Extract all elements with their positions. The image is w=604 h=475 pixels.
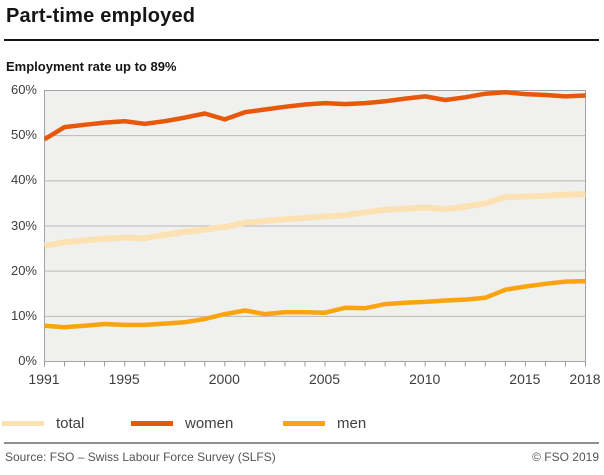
footer-divider (4, 442, 599, 444)
copyright-text: © FSO 2019 (532, 450, 599, 464)
line-men (44, 278, 586, 330)
y-tick-label-60: 60% (10, 82, 37, 97)
y-tick-label-0: 0% (18, 353, 37, 368)
x-tick-label-1995: 1995 (108, 371, 140, 387)
y-tick-label-20: 20% (10, 262, 37, 278)
legend-label-total: total (56, 414, 85, 432)
y-tick-label-40: 40% (10, 172, 37, 188)
chart-svg (44, 90, 586, 367)
legend-swatch-women (131, 420, 173, 426)
x-tick-label-2015: 2015 (509, 371, 541, 387)
chart-subtitle: Employment rate up to 89% (6, 59, 177, 74)
legend-swatch-men (283, 420, 325, 426)
x-tick-label-2018: 2018 (569, 371, 601, 387)
title-divider (4, 39, 599, 41)
x-tick-label-2010: 2010 (409, 371, 441, 387)
chart-legend: total women men (0, 410, 604, 438)
line-total (44, 190, 586, 249)
legend-item-men: men (283, 410, 366, 436)
source-text: Source: FSO – Swiss Labour Force Survey … (5, 450, 276, 464)
legend-item-women: women (131, 410, 233, 436)
y-tick-label-30: 30% (10, 217, 37, 233)
legend-item-total: total (2, 410, 84, 436)
line-women (44, 90, 586, 142)
y-tick-label-50: 50% (10, 127, 37, 143)
legend-label-men: men (337, 414, 367, 432)
legend-label-women: women (185, 414, 234, 432)
y-tick-label-10: 10% (10, 307, 37, 323)
x-tick-label-2005: 2005 (308, 371, 341, 387)
x-tick-label-1991: 1991 (28, 371, 60, 387)
x-tick-label-2000: 2000 (208, 371, 240, 387)
legend-swatch-total (2, 420, 44, 426)
page-title: Part-time employed (6, 5, 196, 27)
